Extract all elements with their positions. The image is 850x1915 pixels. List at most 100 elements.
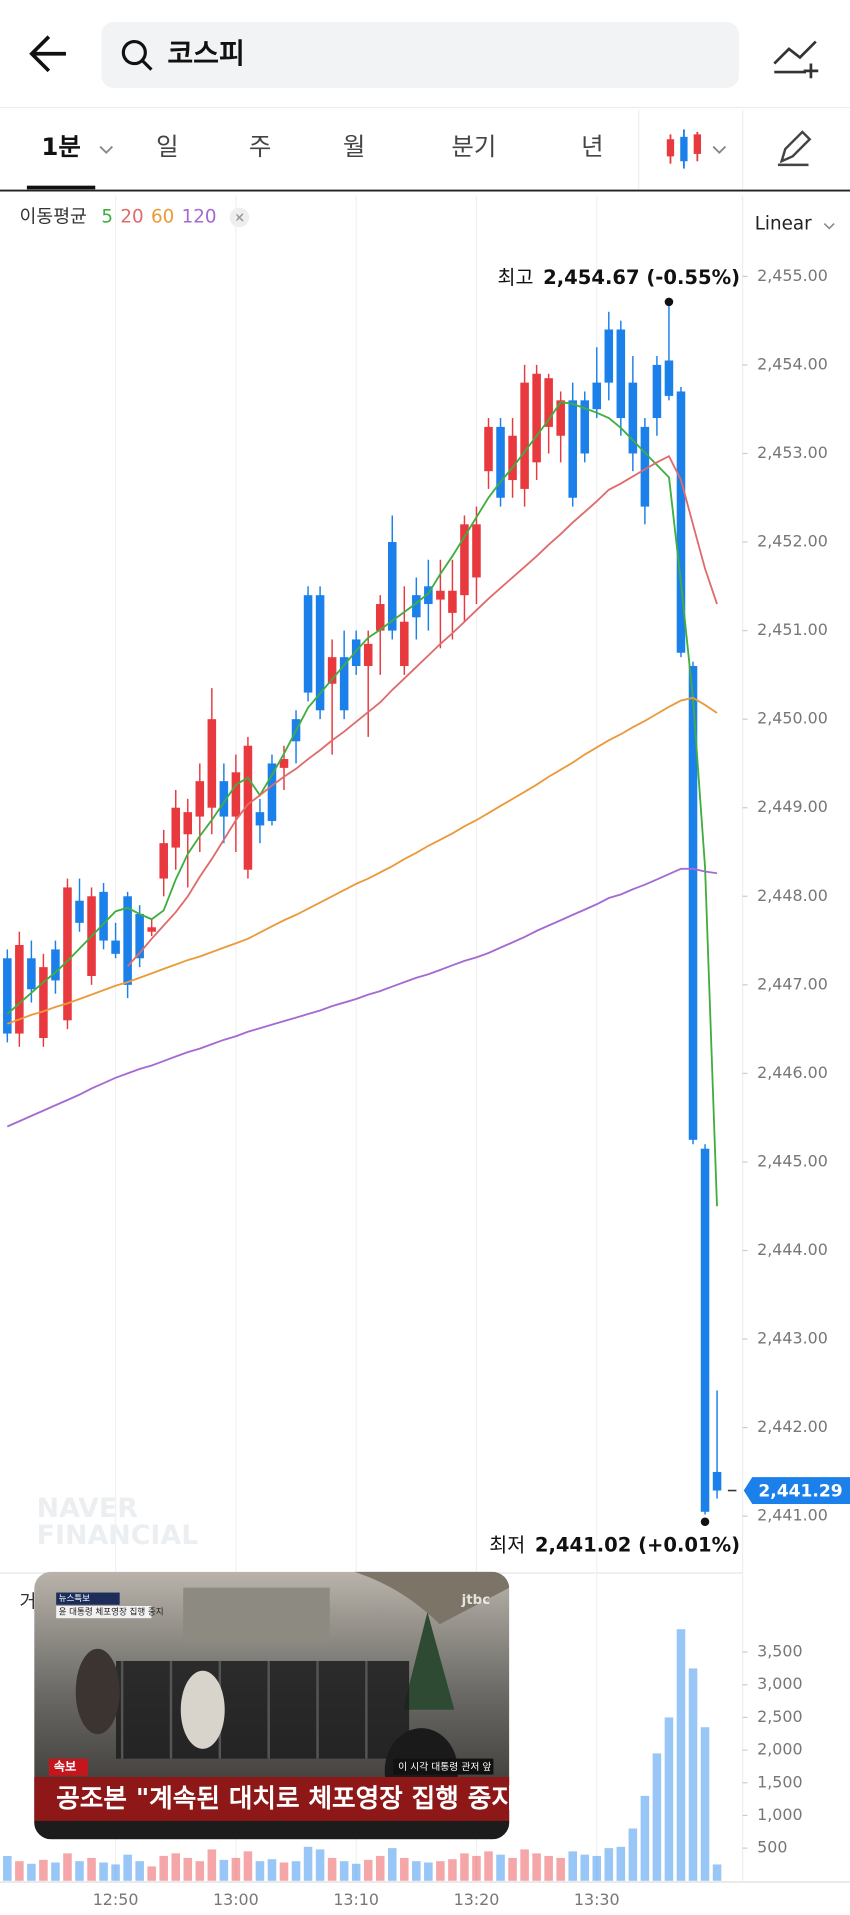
tab[interactable]: 주 — [249, 132, 271, 161]
volume-bar — [484, 1851, 493, 1881]
moving-average-line — [126, 454, 718, 967]
volume-bar — [604, 1848, 614, 1881]
volume-bar — [508, 1857, 517, 1881]
candle-body — [400, 621, 409, 667]
y-tick-label: 500 — [757, 1838, 787, 1857]
volume-bar — [27, 1863, 36, 1881]
volume-bar — [327, 1857, 337, 1881]
y-tick-label: 2,448.00 — [757, 886, 828, 905]
volume-bar — [219, 1859, 229, 1881]
y-tick-label: 3,000 — [757, 1674, 802, 1693]
tab[interactable]: 년 — [581, 132, 603, 161]
volume-bar — [135, 1861, 144, 1881]
candle-body — [339, 657, 349, 711]
candle-body — [676, 391, 686, 653]
close-icon — [235, 213, 244, 222]
volume-bar — [15, 1861, 24, 1881]
y-tick-label: 2,441.00 — [757, 1506, 828, 1525]
y-tick-label: 2,450.00 — [757, 709, 828, 728]
volume-bar — [460, 1853, 469, 1881]
volume-bar — [255, 1861, 265, 1881]
candle-body — [51, 949, 60, 981]
candle-body — [532, 373, 541, 463]
breaking-tag — [48, 1758, 88, 1776]
candle-body — [195, 781, 205, 817]
watermark: FINANCIAL — [37, 1520, 199, 1551]
candle-body — [183, 812, 193, 835]
search-icon — [141, 59, 153, 71]
candle-body — [484, 426, 493, 472]
candle-body — [664, 360, 674, 396]
scale-toggle[interactable]: Linear — [755, 214, 812, 235]
volume-bar — [183, 1857, 193, 1881]
candle-body — [171, 807, 181, 848]
search-box[interactable] — [101, 22, 739, 88]
candle-body — [375, 604, 385, 631]
volume-bar — [412, 1861, 421, 1881]
candle-body — [628, 382, 638, 454]
program-tag — [56, 1592, 120, 1605]
candle-body — [75, 900, 84, 923]
candle-body — [255, 812, 265, 826]
candle-body — [580, 400, 590, 454]
volume-bar — [568, 1851, 577, 1881]
volume-bar — [195, 1861, 205, 1881]
volume-bar — [351, 1863, 361, 1881]
chevron — [823, 222, 835, 230]
tab[interactable]: 분기 — [451, 132, 496, 161]
tab-underline — [26, 185, 96, 190]
location-tag — [393, 1758, 494, 1775]
moving-average-line — [7, 696, 718, 1025]
y-tick-label: 2,442.00 — [757, 1417, 828, 1436]
volume-bar — [99, 1862, 108, 1881]
candle-body — [243, 745, 253, 870]
volume-bar — [652, 1753, 662, 1881]
volume-bar — [87, 1857, 96, 1881]
current-price-box — [743, 1477, 850, 1504]
candle-body — [3, 958, 12, 1034]
volume-bar — [123, 1854, 132, 1881]
candle-body — [436, 590, 445, 600]
volume-bar — [63, 1853, 72, 1881]
compare-button[interactable] — [773, 40, 819, 79]
low-title: 최저 — [489, 1534, 525, 1557]
candle-body — [544, 378, 553, 427]
volume-bar — [315, 1849, 325, 1881]
volume-bar — [712, 1864, 722, 1881]
volume-bar — [424, 1862, 433, 1881]
volume-bar — [448, 1859, 457, 1881]
volume-bar — [688, 1668, 698, 1881]
tab[interactable]: 월 — [343, 132, 365, 161]
current-price-label: 2,441.29 — [758, 1482, 842, 1502]
candle-body — [219, 781, 229, 817]
back-button[interactable] — [29, 35, 66, 73]
candle-body — [303, 595, 313, 693]
search-icon — [121, 39, 147, 66]
volume-bar — [544, 1855, 553, 1881]
video-overlay[interactable]: 뉴스특보 윤 대통령 체포영장 집행 중지 jtbc 속보 이 시각 대통령 관… — [34, 1571, 528, 1840]
y-tick-label: 2,500 — [757, 1707, 802, 1726]
volume-bar — [400, 1857, 409, 1881]
candle-body — [27, 958, 36, 990]
caption: 공조본 "계속된 대치로 체포영장 집행 중지" — [56, 1784, 528, 1814]
volume-bar — [520, 1849, 529, 1881]
plot: 12:50 13:00 13:10 13:20 13:30 2,441.00 2,442.0… — [3, 195, 850, 1909]
tab[interactable]: 일 — [156, 132, 178, 161]
volume-bar — [75, 1861, 84, 1881]
volume-bar — [39, 1859, 48, 1881]
low-dot — [700, 1517, 710, 1527]
candle-body — [508, 435, 517, 481]
legend-entry: 5 — [101, 206, 113, 227]
chart-type-button[interactable] — [666, 129, 727, 169]
candle-body — [351, 639, 361, 667]
tab[interactable]: 1분 — [41, 132, 80, 161]
volume-bar — [243, 1851, 253, 1881]
search-text: 코스피 — [167, 37, 245, 70]
draw-button[interactable] — [777, 130, 812, 167]
candle-body — [111, 940, 120, 954]
moving-average-line — [6, 401, 718, 1207]
candle-body — [640, 426, 650, 507]
volume-bar — [147, 1866, 156, 1881]
volume-bar — [51, 1862, 60, 1881]
